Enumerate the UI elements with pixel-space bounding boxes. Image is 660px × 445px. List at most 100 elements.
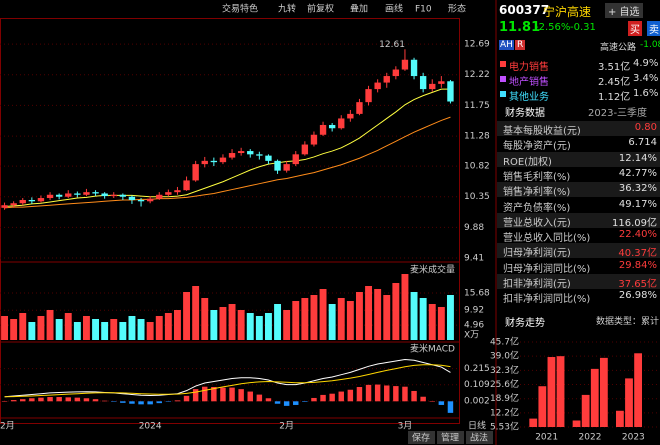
- toolbar-button[interactable]: 九转: [278, 3, 296, 15]
- finance-row: 销售毛利率(%) 42.77%: [497, 166, 660, 183]
- volume-bar: [346, 301, 354, 340]
- row-value: 116.09亿: [612, 217, 657, 229]
- toolbar-button[interactable]: F10: [415, 5, 432, 15]
- bottom-button[interactable]: 战法: [470, 432, 488, 444]
- candle-body: [374, 82, 381, 90]
- panel-frame: [0, 18, 460, 424]
- volume-bar: [283, 310, 291, 340]
- toolbar-button[interactable]: 画线: [385, 3, 403, 15]
- macd-bar: [101, 400, 108, 402]
- panel-title: 麦米成交量: [410, 264, 455, 276]
- high-label: 12.61: [379, 40, 405, 50]
- row-value: 12.14%: [618, 152, 657, 164]
- sell-button[interactable]: 卖: [647, 21, 660, 36]
- candle-body: [319, 124, 327, 135]
- finance-row: ROE(加权) 12.14%: [497, 151, 660, 168]
- finance-bar: [616, 410, 624, 427]
- macd-bar: [10, 400, 17, 402]
- toolbar-button[interactable]: 形态: [448, 3, 466, 15]
- candle-body: [310, 134, 318, 145]
- volume-bar: [255, 316, 263, 340]
- finance-bar: [556, 356, 565, 427]
- legend-swatch: [500, 76, 506, 82]
- ma-line: [4, 88, 451, 208]
- volume-bar: [355, 292, 363, 340]
- y-tick-label: 39.0亿: [490, 350, 519, 362]
- candle-body: [228, 153, 236, 158]
- volume-bar: [128, 316, 136, 340]
- macd-bar: [274, 401, 281, 404]
- legend-swatch: [500, 61, 506, 67]
- candle-body: [119, 194, 127, 197]
- volume-bar: [419, 298, 427, 340]
- watch-button[interactable]: + 自选: [605, 3, 643, 18]
- button-bg: [437, 431, 464, 444]
- y-tick-label: 15.68: [464, 288, 490, 298]
- y-tick-label: 25.6亿: [490, 378, 519, 390]
- volume-bar: [337, 298, 345, 340]
- y-tick-label: 10.82: [464, 162, 490, 172]
- y-tick-label: 11.75: [464, 101, 490, 111]
- macd-bar: [438, 401, 445, 405]
- volume-bar: [410, 292, 418, 340]
- bottom-button[interactable]: 保存: [412, 432, 430, 444]
- bottom-button[interactable]: 管理: [441, 432, 459, 444]
- candle-body: [128, 196, 136, 200]
- volume-bar: [192, 286, 200, 340]
- candle-body: [137, 199, 145, 202]
- candle-body: [292, 154, 299, 165]
- toolbar-button[interactable]: 交易特色: [222, 3, 258, 15]
- candle-body: [338, 118, 345, 129]
- row-label: 每股净资产(元): [503, 141, 571, 153]
- row-label: 扣非净利润(元): [503, 279, 571, 290]
- macd-bar: [147, 401, 153, 405]
- macd-bar: [365, 384, 372, 402]
- x-tick-label: 2024: [139, 422, 162, 432]
- toolbar-button[interactable]: 叠加: [350, 4, 368, 15]
- macd-bar: [384, 385, 390, 402]
- volume-bar: [64, 313, 72, 340]
- volume-bar: [228, 304, 236, 340]
- panel-title: 麦米MACD: [410, 343, 455, 355]
- change-pct: -2.56%: [535, 22, 571, 33]
- row-value: 42.77%: [618, 167, 657, 179]
- segment-pct: 4.9%: [633, 58, 659, 69]
- macd-bar: [83, 398, 90, 402]
- volume-bar: [73, 322, 81, 340]
- volume-bar: [201, 298, 209, 340]
- candle-body: [401, 59, 409, 70]
- ma-line: [4, 116, 451, 209]
- toolbar-button[interactable]: 前复权: [307, 3, 334, 15]
- finance-bar: [634, 353, 642, 427]
- macd-bar: [411, 390, 417, 402]
- industry-pct: -1.08%: [640, 40, 660, 50]
- y-tick-label: 0.002: [464, 397, 490, 407]
- x-tick-label: 2021: [535, 433, 558, 443]
- macd-bar: [211, 387, 217, 402]
- row-value: 49.17%: [618, 198, 657, 210]
- row-label: 营业总收入同比(%): [503, 233, 591, 245]
- finance-row: 销售净利率(%) 36.32%: [497, 182, 660, 198]
- candle-body: [256, 154, 263, 156]
- volume-bar: [437, 307, 445, 340]
- macd-bar: [347, 389, 354, 402]
- volume-bar: [110, 319, 118, 340]
- volume-bar: [383, 295, 391, 340]
- candle-body: [65, 193, 72, 197]
- buy-button[interactable]: 买: [628, 21, 642, 36]
- macd-bar: [129, 401, 135, 404]
- macd-bar: [311, 397, 317, 402]
- finance-row: 资产负债率(%) 49.17%: [497, 197, 660, 214]
- finance-row: 归母净利润(元) 40.37亿: [497, 243, 660, 259]
- candle-body: [356, 102, 363, 114]
- row-value: 26.98%: [618, 290, 657, 302]
- candle-body: [365, 89, 372, 103]
- candle-body: [274, 160, 281, 171]
- finance-row: 营业总收入(元) 116.09亿: [497, 212, 660, 229]
- candle-body: [237, 151, 245, 154]
- finance-row: 基本每股收益(元) 0.80: [497, 121, 660, 137]
- macd-bar: [374, 384, 381, 402]
- volume-bar: [92, 319, 100, 340]
- volume-bar: [365, 286, 373, 340]
